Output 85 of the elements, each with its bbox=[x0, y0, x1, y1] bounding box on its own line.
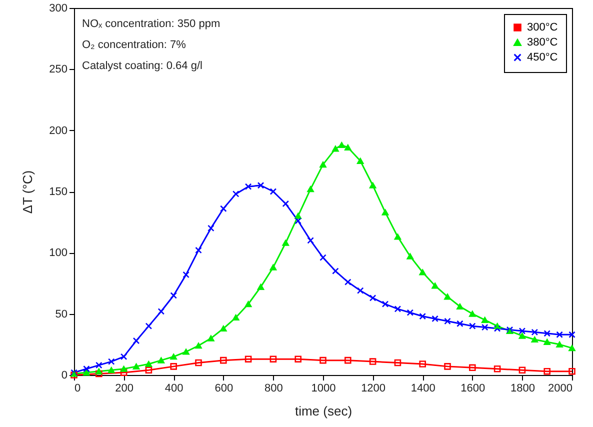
point bbox=[132, 337, 140, 344]
x-tick-label: 1800 bbox=[510, 382, 535, 394]
point bbox=[120, 353, 128, 360]
point bbox=[244, 356, 252, 362]
x-tick-label: 800 bbox=[264, 382, 283, 394]
y-axis-title: ΔT (°C) bbox=[20, 170, 36, 214]
x-tick-label: 400 bbox=[164, 382, 184, 394]
point bbox=[320, 254, 326, 261]
y-tick-label: 50 bbox=[55, 308, 68, 320]
point bbox=[444, 318, 451, 325]
point bbox=[120, 369, 128, 376]
y-tick-label: 0 bbox=[61, 370, 68, 382]
x-tick-label: 200 bbox=[115, 382, 134, 394]
x-tick-label: 0 bbox=[74, 382, 81, 394]
x-tick-label: 1200 bbox=[361, 382, 386, 394]
y-tick-label: 150 bbox=[49, 186, 68, 198]
point bbox=[432, 315, 438, 322]
point bbox=[83, 365, 90, 372]
point bbox=[369, 294, 376, 302]
point bbox=[145, 322, 152, 330]
point bbox=[170, 363, 177, 370]
point bbox=[270, 356, 277, 362]
point bbox=[419, 312, 426, 320]
point bbox=[494, 365, 501, 372]
point bbox=[96, 362, 102, 369]
point bbox=[307, 237, 314, 244]
y-tick-label: 200 bbox=[49, 124, 68, 137]
point bbox=[195, 359, 202, 366]
point bbox=[182, 271, 190, 278]
point bbox=[332, 268, 339, 274]
point bbox=[469, 364, 476, 372]
point bbox=[320, 356, 326, 364]
point bbox=[406, 309, 414, 316]
point bbox=[257, 182, 264, 189]
legend-label: 450°C bbox=[527, 52, 558, 64]
point bbox=[344, 356, 352, 364]
x-axis-title: time (sec) bbox=[294, 404, 352, 418]
point bbox=[544, 368, 550, 375]
point bbox=[531, 328, 538, 336]
legend-label: 380°C bbox=[527, 36, 558, 48]
point bbox=[108, 358, 115, 365]
point bbox=[456, 320, 464, 328]
y-tick-label: 300 bbox=[49, 2, 68, 14]
point bbox=[220, 205, 227, 212]
point bbox=[518, 366, 526, 374]
x-tick-label: 1600 bbox=[460, 382, 486, 394]
point bbox=[568, 368, 576, 375]
annotation: NOₓ concentration: 350 ppm bbox=[82, 18, 220, 30]
point bbox=[96, 370, 102, 378]
point bbox=[419, 360, 426, 368]
point bbox=[518, 328, 526, 334]
point bbox=[494, 325, 501, 332]
point bbox=[394, 359, 402, 366]
point bbox=[469, 322, 476, 330]
point bbox=[232, 190, 240, 198]
point bbox=[244, 183, 252, 190]
point bbox=[344, 278, 352, 286]
point bbox=[481, 324, 488, 331]
point bbox=[369, 358, 376, 365]
y-tick-label: 250 bbox=[49, 64, 68, 76]
point bbox=[294, 356, 302, 362]
point bbox=[282, 200, 290, 208]
point bbox=[158, 308, 165, 315]
point bbox=[294, 217, 302, 224]
legend-label: 300°C bbox=[527, 22, 558, 34]
point bbox=[444, 363, 451, 370]
x-tick-label: 1000 bbox=[311, 382, 336, 394]
point bbox=[556, 331, 563, 338]
point bbox=[356, 287, 364, 294]
x-tick-label: 1400 bbox=[410, 382, 436, 394]
x-tick-label: 2000 bbox=[548, 382, 572, 394]
annotation: O₂ concentration: 7% bbox=[82, 39, 186, 51]
point bbox=[394, 306, 402, 312]
point bbox=[208, 224, 214, 232]
point bbox=[170, 292, 177, 299]
point bbox=[195, 246, 202, 254]
point bbox=[220, 356, 227, 364]
point bbox=[145, 366, 152, 374]
point bbox=[270, 188, 277, 195]
point bbox=[382, 300, 389, 308]
annotation: Catalyst coating: 0.64 g/l bbox=[82, 60, 202, 72]
point bbox=[544, 330, 550, 337]
x-tick-label: 600 bbox=[214, 382, 234, 394]
point bbox=[568, 331, 576, 338]
y-tick-label: 100 bbox=[49, 247, 68, 260]
